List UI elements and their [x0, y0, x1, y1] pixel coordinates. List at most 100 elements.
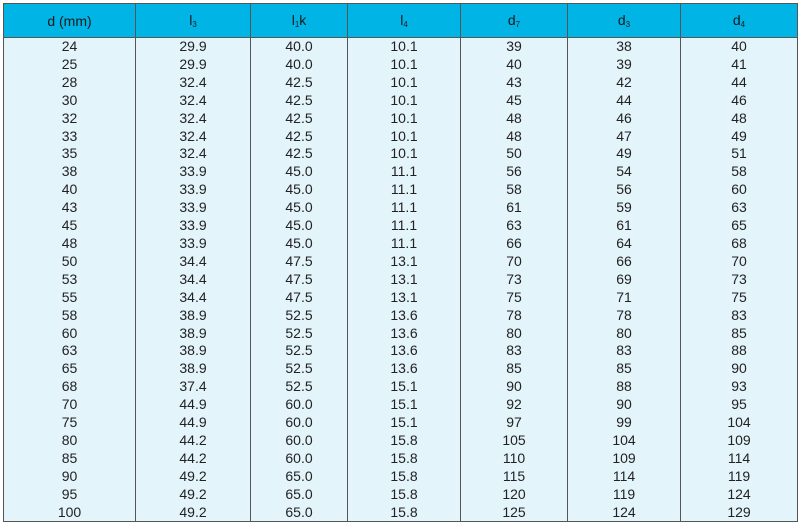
header-main: d — [732, 12, 741, 28]
table-cell: 114 — [680, 449, 798, 468]
table-cell: 58 — [3, 306, 136, 325]
table-cell: 52.5 — [250, 378, 348, 397]
table-cell: 49.2 — [135, 467, 251, 486]
table-cell: 15.1 — [347, 414, 461, 432]
table-row: 40 33.9 45.0 11.1 58 56 60 — [3, 181, 798, 200]
table-row: 63 38.9 52.5 13.6 83 83 88 — [3, 342, 798, 361]
table-row: 24 29.9 40.0 10.1 39 38 40 — [3, 36, 798, 56]
table-cell: 60.0 — [250, 396, 348, 415]
table-cell: 32 — [3, 109, 136, 128]
table-cell: 11.1 — [347, 217, 461, 235]
table-cell: 100 — [3, 503, 136, 522]
table-cell: 15.8 — [347, 467, 461, 486]
table-cell: 28 — [3, 73, 136, 92]
header-subscript: 3 — [625, 20, 631, 29]
table-cell: 85 — [3, 449, 136, 468]
header-main: d (mm) — [47, 12, 92, 29]
table-row: 85 44.2 60.0 15.8 110 109 114 — [3, 449, 798, 468]
table-cell: 60 — [680, 181, 798, 200]
table-row: 68 37.4 52.5 15.1 90 88 93 — [3, 378, 798, 397]
table-cell: 58 — [460, 181, 568, 200]
table-cell: 45.0 — [250, 234, 348, 253]
header-main: d — [617, 12, 626, 28]
table-cell: 45.0 — [250, 217, 348, 235]
table-row: 80 44.2 60.0 15.8 105 104 109 — [3, 431, 798, 450]
table-cell: 10.1 — [347, 109, 461, 128]
table-cell: 40 — [680, 36, 798, 56]
table-cell: 43 — [460, 73, 568, 92]
table-row: 100 49.2 65.0 15.8 125 124 129 — [3, 503, 798, 522]
table-cell: 125 — [460, 503, 568, 522]
table-cell: 45.0 — [250, 181, 348, 200]
table-cell: 90 — [460, 378, 568, 397]
table-cell: 60.0 — [250, 449, 348, 468]
table-cell: 34.4 — [135, 270, 251, 289]
table-cell: 42.5 — [250, 145, 348, 164]
table-cell: 11.1 — [347, 181, 461, 200]
table-cell: 69 — [567, 270, 681, 289]
table-cell: 90 — [567, 396, 681, 415]
header-subscript: 3 — [192, 20, 197, 29]
table-cell: 15.8 — [347, 431, 461, 450]
column-header: d7 — [460, 3, 568, 38]
table-cell: 70 — [680, 252, 798, 271]
table-cell: 10.1 — [347, 36, 461, 56]
table-cell: 83 — [460, 342, 568, 361]
table-cell: 61 — [460, 199, 568, 218]
column-header: l1k — [250, 3, 348, 38]
table-cell: 115 — [460, 467, 568, 486]
table-cell: 114 — [567, 467, 681, 486]
table-cell: 66 — [460, 234, 568, 253]
table-row: 32 32.4 42.5 10.1 48 46 48 — [3, 109, 798, 128]
table-cell: 90 — [3, 467, 136, 486]
table-cell: 38.9 — [135, 342, 251, 361]
column-header: l4 — [347, 3, 461, 38]
table-cell: 60 — [3, 324, 136, 343]
table-cell: 49.2 — [135, 485, 251, 504]
table-row: 65 38.9 52.5 13.6 85 85 90 — [3, 360, 798, 379]
header-main: l — [189, 12, 193, 28]
table-cell: 44.2 — [135, 431, 251, 450]
table-row: 28 32.4 42.5 10.1 43 42 44 — [3, 73, 798, 92]
table-cell: 33.9 — [135, 217, 251, 235]
table-cell: 56 — [460, 163, 568, 182]
table-cell: 40.0 — [250, 36, 348, 56]
table-cell: 49.2 — [135, 503, 251, 522]
table-cell: 45.0 — [250, 163, 348, 182]
table-row: 95 49.2 65.0 15.8 120 119 124 — [3, 485, 798, 504]
table-cell: 34.4 — [135, 252, 251, 271]
table-row: 50 34.4 47.5 13.1 70 66 70 — [3, 252, 798, 271]
table-cell: 55 — [3, 288, 136, 307]
table-cell: 105 — [460, 431, 568, 450]
table-cell: 44 — [680, 73, 798, 92]
table-cell: 70 — [3, 396, 136, 415]
table-cell: 93 — [680, 378, 798, 397]
table-cell: 47.5 — [250, 288, 348, 307]
table-cell: 43 — [3, 199, 136, 218]
table-cell: 53 — [3, 270, 136, 289]
table-cell: 65.0 — [250, 503, 348, 522]
table-cell: 11.1 — [347, 163, 461, 182]
table-cell: 65.0 — [250, 467, 348, 486]
table-cell: 85 — [567, 360, 681, 379]
table-cell: 45.0 — [250, 199, 348, 218]
table-cell: 35 — [3, 145, 136, 164]
table-cell: 15.8 — [347, 449, 461, 468]
table-cell: 15.1 — [347, 396, 461, 415]
table-cell: 85 — [680, 324, 798, 343]
table-cell: 46 — [567, 109, 681, 128]
table-cell: 15.1 — [347, 378, 461, 397]
table-cell: 68 — [3, 378, 136, 397]
table-cell: 39 — [460, 36, 568, 56]
table-cell: 58 — [680, 163, 798, 182]
table-cell: 119 — [567, 485, 681, 504]
table-cell: 49 — [567, 145, 681, 164]
table-cell: 65 — [680, 217, 798, 235]
table-row: 30 32.4 42.5 10.1 45 44 46 — [3, 91, 798, 110]
table-cell: 13.6 — [347, 360, 461, 379]
table-cell: 66 — [567, 252, 681, 271]
table-cell: 42.5 — [250, 73, 348, 92]
table-cell: 13.1 — [347, 288, 461, 307]
table-cell: 73 — [460, 270, 568, 289]
table-cell: 75 — [680, 288, 798, 307]
